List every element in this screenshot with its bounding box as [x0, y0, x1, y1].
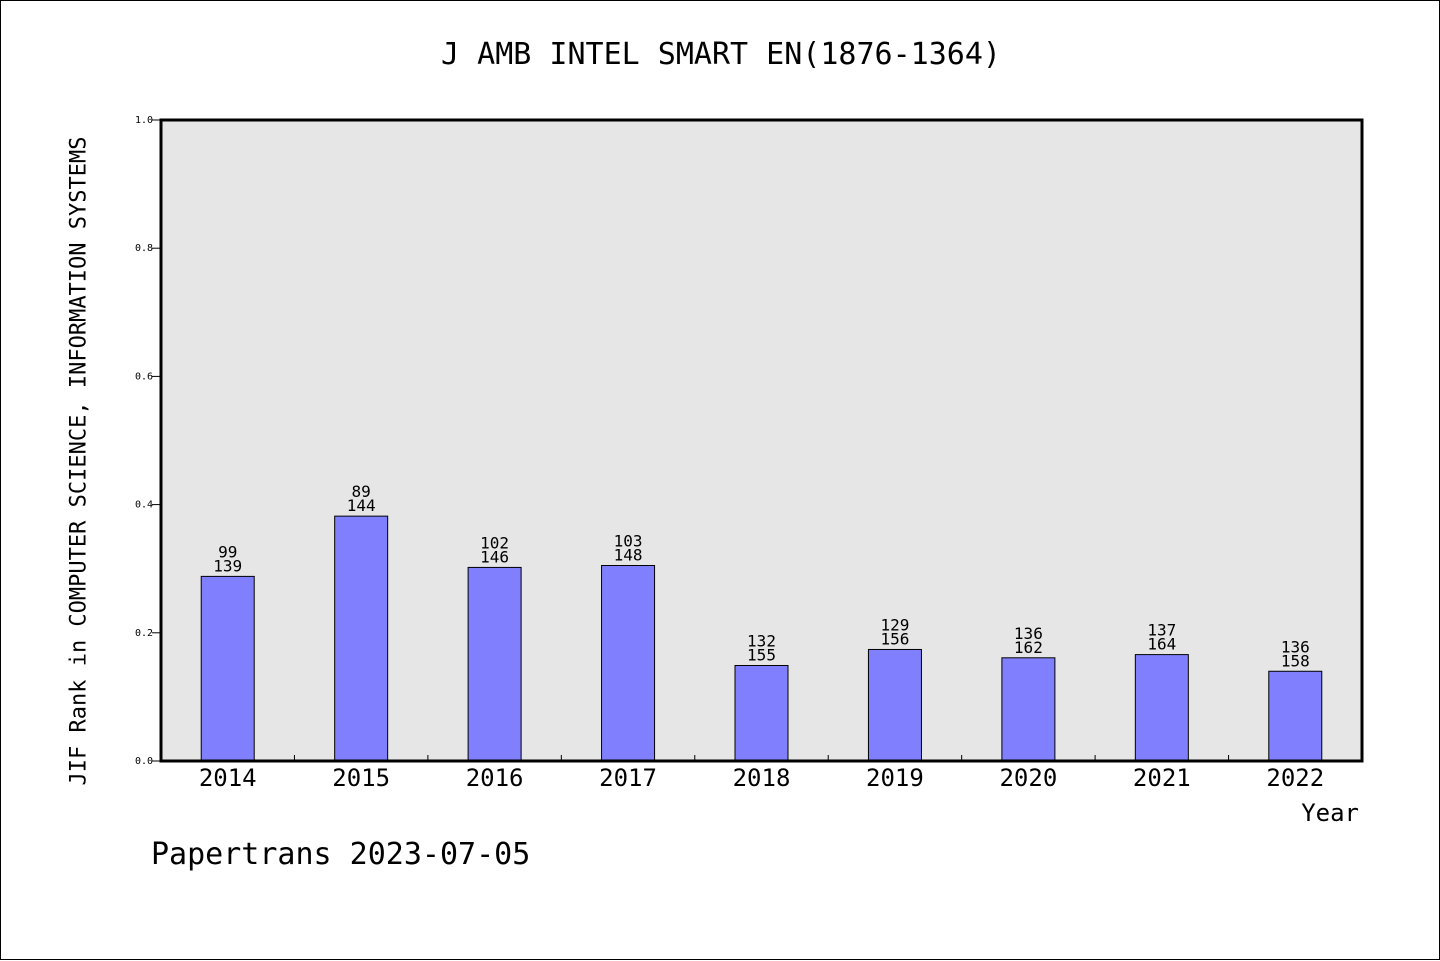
y-tick-label: 1.0 [135, 115, 153, 126]
x-tick-label: 2021 [1133, 764, 1191, 792]
x-axis-label: Year [1301, 799, 1359, 827]
bar [734, 664, 789, 762]
bar [1134, 654, 1189, 762]
bar [1268, 670, 1323, 762]
x-tick-label: 2020 [999, 764, 1057, 792]
bar-total-label: 164 [1147, 635, 1176, 654]
bar-rank-label: 102 [480, 533, 509, 552]
bar [334, 515, 389, 762]
y-tick-label: 0.6 [135, 371, 153, 382]
footer-credit: Papertrans 2023-07-05 [151, 837, 531, 872]
chart-title: J AMB INTEL SMART EN(1876-1364) [441, 37, 1001, 72]
plot-frame [159, 118, 1364, 763]
bar-total-label: 155 [747, 645, 776, 664]
bar-rank-label: 136 [1281, 637, 1310, 656]
x-tick-label: 2015 [332, 764, 390, 792]
bar-rank-label: 136 [1014, 624, 1043, 643]
bar-total-label: 144 [347, 496, 376, 515]
y-tick-label: 0.4 [135, 500, 153, 511]
x-tick-label: 2022 [1266, 764, 1324, 792]
bar-rank-label: 99 [218, 542, 237, 561]
bar-total-label: 139 [213, 556, 242, 575]
x-tick-label: 2017 [599, 764, 657, 792]
bar-rank-label: 132 [747, 631, 776, 650]
bar-total-label: 148 [614, 545, 643, 564]
x-tick-label: 2019 [866, 764, 924, 792]
bar [200, 575, 255, 762]
bar-total-label: 146 [480, 547, 509, 566]
bar-rank-label: 129 [880, 615, 909, 634]
x-tick-label: 2016 [466, 764, 524, 792]
x-tick-label: 2018 [733, 764, 791, 792]
bar [467, 566, 522, 762]
bar-rank-label: 89 [352, 482, 371, 501]
y-tick-label: 0.0 [135, 756, 153, 767]
bar [1001, 657, 1056, 762]
bar-total-label: 158 [1281, 651, 1310, 670]
bar-total-label: 162 [1014, 638, 1043, 657]
y-tick-label: 0.2 [135, 628, 153, 639]
x-tick-label: 2014 [199, 764, 257, 792]
bar-total-label: 156 [880, 629, 909, 648]
bar [867, 648, 922, 762]
bar [601, 564, 656, 762]
bar-rank-label: 103 [614, 531, 643, 550]
bar-rank-label: 137 [1147, 621, 1176, 640]
y-tick-label: 0.8 [135, 243, 153, 254]
